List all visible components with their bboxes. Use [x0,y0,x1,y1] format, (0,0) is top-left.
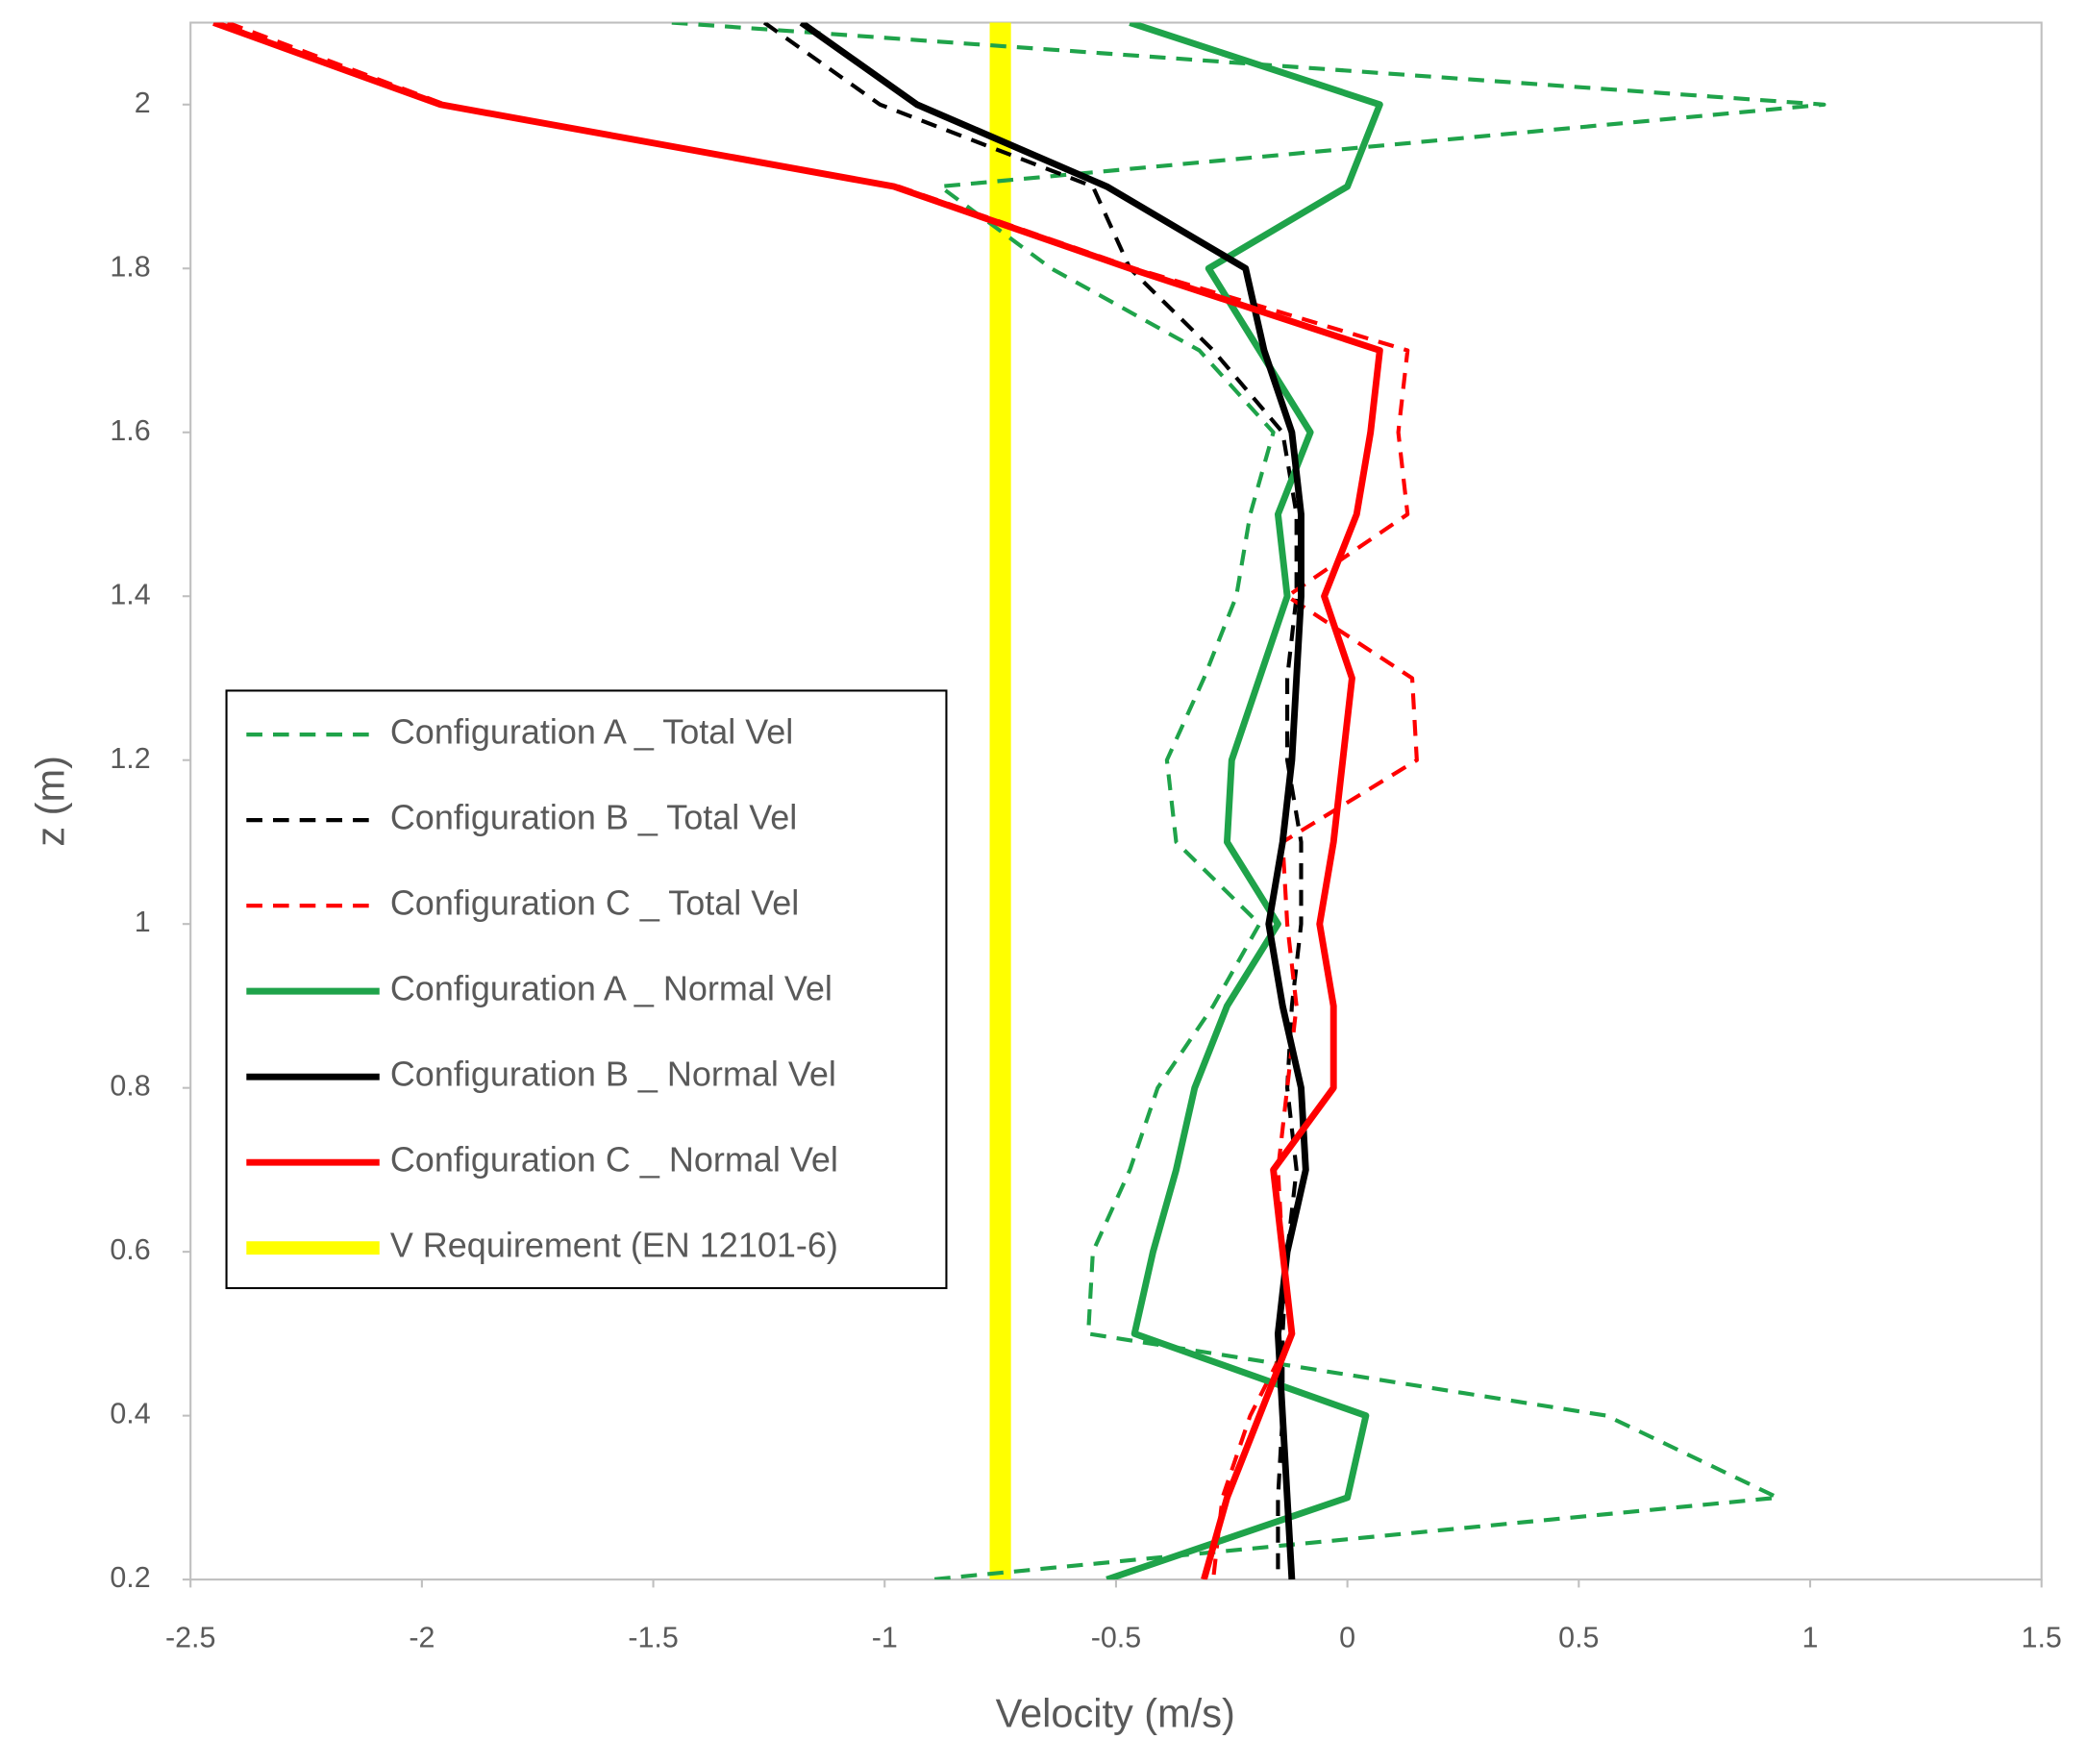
x-tick-label: -2.5 [165,1621,215,1653]
series-line [1106,22,1383,1580]
x-tick-label: -1.5 [628,1621,678,1653]
series-line [671,22,1826,1580]
y-tick-label: 1.4 [110,578,150,610]
y-tick-label: 1 [135,906,151,938]
series-layer [212,22,1826,1580]
legend-label: Configuration A _ Normal Vel [390,969,832,1008]
x-tick-label: -1 [872,1621,898,1653]
y-axis-label: z (m) [28,756,73,847]
series-line [762,22,1304,1580]
legend-label: Configuration B _ Total Vel [390,798,797,837]
legend-entries: Configuration A _ Total Vel Configuration… [246,712,838,1265]
x-tick-label: 1 [1802,1621,1819,1653]
y-tick-label: 0.6 [110,1233,150,1266]
legend-label: Configuration C _ Normal Vel [390,1140,838,1180]
x-tick-label: 0 [1339,1621,1355,1653]
legend-label: Configuration C _ Total Vel [390,883,799,923]
legend-label: V Requirement (EN 12101-6) [390,1226,838,1265]
y-tick-label: 0.4 [110,1398,150,1430]
series-line [212,22,1383,1580]
legend-label: Configuration A _ Total Vel [390,712,793,752]
y-tick-label: 1.6 [110,414,150,447]
x-tick-label: 0.5 [1558,1621,1599,1653]
legend-label: Configuration B _ Normal Vel [390,1055,836,1094]
y-tick-label: 0.8 [110,1070,150,1103]
y-tick-label: 1.2 [110,742,150,775]
x-axis-label: Velocity (m/s) [996,1691,1235,1736]
x-tick-label: 1.5 [2022,1621,2062,1653]
series-line [799,22,1309,1580]
x-tick-label: -0.5 [1091,1621,1141,1653]
y-tick-label: 2 [135,87,151,119]
x-tick-label: -2 [409,1621,435,1653]
y-tick-label: 0.2 [110,1561,150,1594]
y-tick-label: 1.8 [110,250,150,283]
